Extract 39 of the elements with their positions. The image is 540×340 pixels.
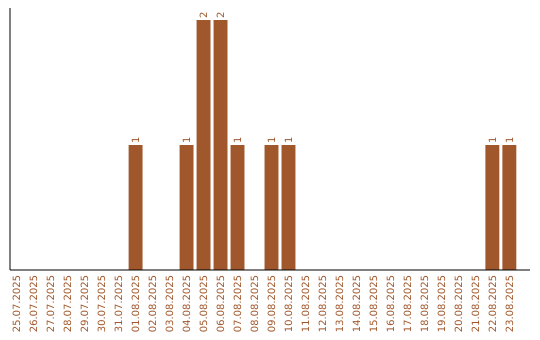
data-label: 1 bbox=[266, 136, 278, 143]
x-tick-label: 20.08.2025 bbox=[454, 275, 465, 332]
x-tick-label: 11.08.2025 bbox=[300, 275, 312, 332]
x-tick-label: 27.07.2025 bbox=[46, 275, 58, 332]
x-tick-label: 03.08.2025 bbox=[165, 275, 176, 332]
x-tick-label: 18.08.2025 bbox=[420, 275, 431, 332]
x-tick-label: 30.07.2025 bbox=[97, 275, 108, 332]
x-tick-label: 21.08.2025 bbox=[470, 275, 482, 332]
data-label: 2 bbox=[199, 12, 210, 18]
x-tick-label: 02.08.2025 bbox=[148, 275, 160, 332]
x-tick-label: 31.07.2025 bbox=[114, 275, 126, 332]
data-label: 1 bbox=[284, 136, 295, 143]
data-label: 1 bbox=[131, 136, 142, 143]
x-tick-label: 06.08.2025 bbox=[216, 275, 228, 332]
x-tick-label: 15.08.2025 bbox=[368, 275, 380, 332]
x-tick-label: 01.08.2025 bbox=[131, 275, 142, 332]
data-label: 1 bbox=[488, 136, 499, 143]
x-tick-label: 12.08.2025 bbox=[318, 275, 329, 332]
data-label: 1 bbox=[504, 136, 516, 143]
x-tick-label: 04.08.2025 bbox=[182, 275, 194, 332]
x-tick-label: 16.08.2025 bbox=[386, 275, 397, 332]
x-tick-label: 08.08.2025 bbox=[250, 275, 262, 332]
x-tick-label: 23.08.2025 bbox=[504, 275, 516, 332]
x-tick-label: 14.08.2025 bbox=[352, 275, 363, 332]
x-tick-label: 22.08.2025 bbox=[488, 275, 499, 332]
x-tick-label: 13.08.2025 bbox=[334, 275, 346, 332]
x-tick-label: 09.08.2025 bbox=[266, 275, 278, 332]
x-tick-label: 19.08.2025 bbox=[436, 275, 448, 332]
x-tick-label: 29.07.2025 bbox=[80, 275, 92, 332]
x-tick-label: 05.08.2025 bbox=[199, 275, 210, 332]
x-tick-label: 07.08.2025 bbox=[233, 275, 244, 332]
x-tick-label: 28.07.2025 bbox=[63, 275, 74, 332]
x-tick-label: 17.08.2025 bbox=[402, 275, 414, 332]
data-label: 1 bbox=[233, 136, 244, 143]
x-tick-label: 26.07.2025 bbox=[29, 275, 40, 332]
x-tick-label: 10.08.2025 bbox=[284, 275, 295, 332]
x-tick-label: 25.07.2025 bbox=[12, 275, 24, 332]
data-label: 1 bbox=[182, 136, 194, 143]
data-label: 2 bbox=[216, 12, 228, 18]
